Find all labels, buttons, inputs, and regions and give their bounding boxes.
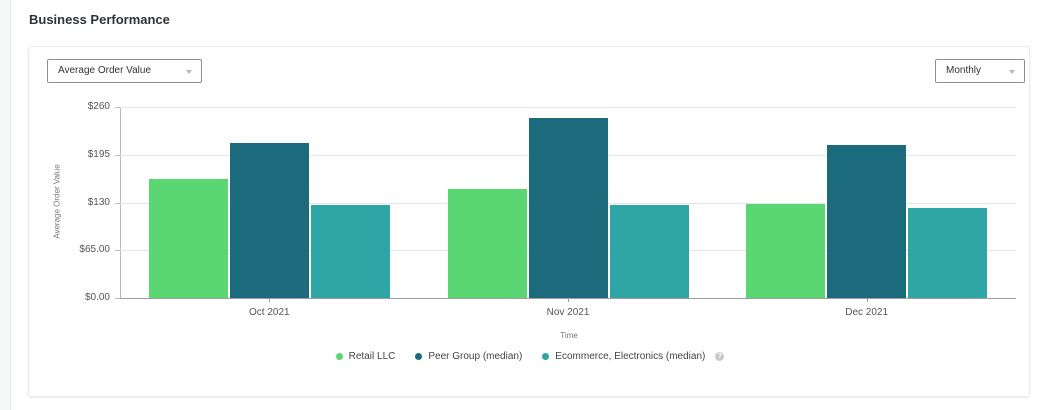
legend-label: Retail LLC [348, 351, 396, 362]
y-tick-label: $195 [87, 148, 110, 160]
bar-peer-group-median-oct-2021[interactable] [229, 142, 309, 298]
y-tick-label: $260 [87, 101, 110, 112]
gridline [120, 107, 1016, 108]
y-tick-mark [115, 107, 120, 108]
bar-retail-llc-nov-2021[interactable] [447, 189, 527, 298]
page: Business Performance Average Order Value… [10, 0, 1061, 410]
metric-select[interactable]: Average Order Value [47, 59, 202, 83]
metric-select-value: Average Order Value [58, 65, 152, 76]
period-select-value: Monthly [946, 65, 982, 76]
section-title: Business Performance [29, 12, 170, 27]
bar-ecommerce-electronics-median-oct-2021[interactable] [310, 204, 390, 298]
period-select[interactable]: Monthly [935, 59, 1025, 83]
legend-item[interactable]: Ecommerce, Electronics (median)? [542, 351, 725, 362]
chevron-down-icon [186, 70, 192, 74]
x-tick-label: Nov 2021 [546, 307, 590, 318]
legend-item[interactable]: Retail LLC [335, 351, 396, 362]
legend-label: Peer Group (median) [428, 351, 523, 362]
y-tick-mark [115, 154, 120, 156]
bar-chart: Average Order Value Time $0.00 $65.00 $130… [29, 47, 1031, 398]
x-tick-mark [269, 298, 271, 302]
chart-card: Average Order Value Monthly Average Orde… [28, 46, 1030, 397]
legend-label: Ecommerce, Electronics (median) [555, 351, 706, 362]
legend-dot-icon [415, 353, 423, 360]
y-tick-label: $130 [87, 196, 110, 208]
x-tick-mark [568, 298, 569, 302]
bar-retail-llc-dec-2021[interactable] [746, 203, 826, 298]
bar-ecommerce-electronics-median-nov-2021[interactable] [609, 204, 689, 298]
y-tick-mark [115, 298, 120, 299]
bar-peer-group-median-nov-2021[interactable] [528, 118, 608, 298]
y-tick-label: $65.00 [79, 244, 110, 256]
legend-dot-icon [335, 353, 343, 360]
x-axis-label: Time [560, 331, 578, 340]
chevron-down-icon [1009, 70, 1015, 74]
bar-retail-llc-oct-2021[interactable] [148, 178, 228, 298]
y-tick-label: $0.00 [84, 292, 110, 303]
y-tick-mark [115, 202, 120, 204]
bar-peer-group-median-dec-2021[interactable] [827, 145, 907, 298]
chart-legend: Retail LLC Peer Group (median) Ecommerce, … [29, 351, 1031, 362]
legend-item[interactable]: Peer Group (median) [415, 351, 522, 362]
y-tick-mark [115, 250, 120, 252]
x-tick-mark [866, 298, 868, 302]
x-tick-label: Dec 2021 [845, 307, 889, 318]
bar-ecommerce-electronics-median-dec-2021[interactable] [908, 208, 988, 298]
legend-dot-icon [542, 353, 550, 360]
help-icon[interactable]: ? [715, 352, 725, 361]
x-tick-label: Oct 2021 [249, 307, 290, 318]
